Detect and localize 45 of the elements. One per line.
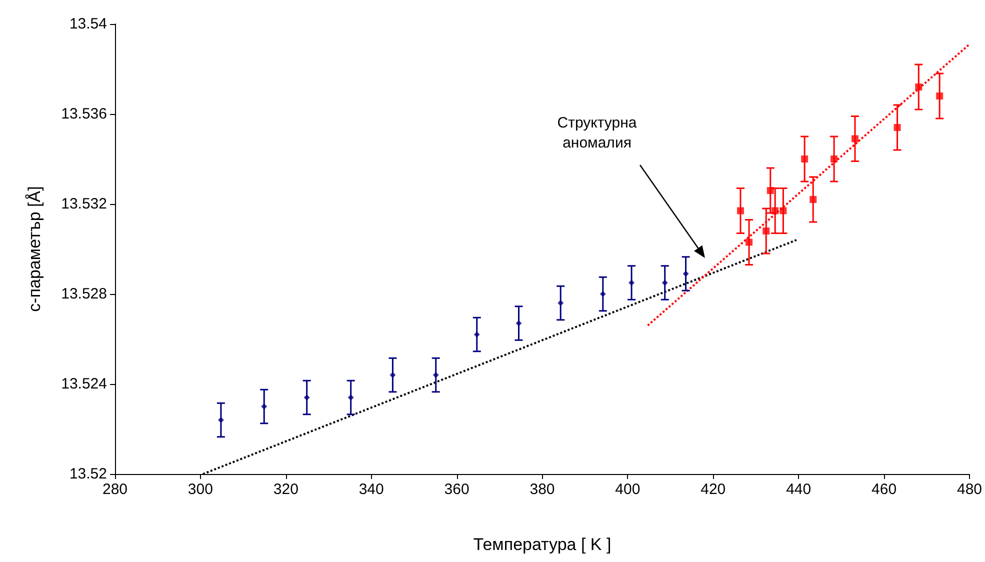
point xyxy=(894,124,901,131)
point xyxy=(600,291,606,297)
point xyxy=(261,404,268,410)
x-tick-label: 380 xyxy=(530,481,555,498)
y-tick-label: 13.532 xyxy=(61,196,107,212)
x-axis-title: Температура [ K ] xyxy=(473,535,612,554)
point xyxy=(780,207,787,214)
point xyxy=(474,332,480,338)
x-tick-label: 420 xyxy=(700,481,726,498)
x-tick-label: 360 xyxy=(444,481,470,498)
point xyxy=(736,207,744,214)
x-tick-label: 480 xyxy=(956,481,982,498)
y-tick-label: 13.54 xyxy=(69,16,107,32)
point xyxy=(936,92,944,100)
y-tick-label: 13.528 xyxy=(61,286,107,302)
point xyxy=(662,280,668,286)
point xyxy=(801,156,808,162)
point xyxy=(810,196,817,203)
point xyxy=(628,280,635,286)
point xyxy=(218,417,224,423)
y-tick-label: 13.524 xyxy=(61,376,107,392)
x-tick-label: 300 xyxy=(188,481,213,498)
point xyxy=(766,187,774,194)
point xyxy=(348,394,354,400)
point xyxy=(682,270,689,277)
y-axis-title: c-параметър [Å] xyxy=(25,186,44,312)
y-tick-label: 13.536 xyxy=(61,106,107,122)
point xyxy=(830,156,838,162)
x-tick-label: 340 xyxy=(358,481,384,498)
y-tick-label: 13.52 xyxy=(69,466,107,482)
point xyxy=(304,394,310,400)
annotation: Структурна аномалия xyxy=(557,114,638,152)
x-tick-label: 440 xyxy=(786,481,812,498)
point xyxy=(746,238,753,246)
x-tick-label: 280 xyxy=(102,481,128,498)
point xyxy=(762,228,770,234)
point xyxy=(851,135,858,142)
point xyxy=(390,372,396,378)
x-tick-label: 320 xyxy=(273,481,298,498)
point xyxy=(432,372,439,378)
x-tick-label: 460 xyxy=(872,481,897,498)
point xyxy=(915,84,922,90)
x-tick-label: 400 xyxy=(615,481,640,498)
point xyxy=(558,300,564,306)
point xyxy=(772,207,779,214)
